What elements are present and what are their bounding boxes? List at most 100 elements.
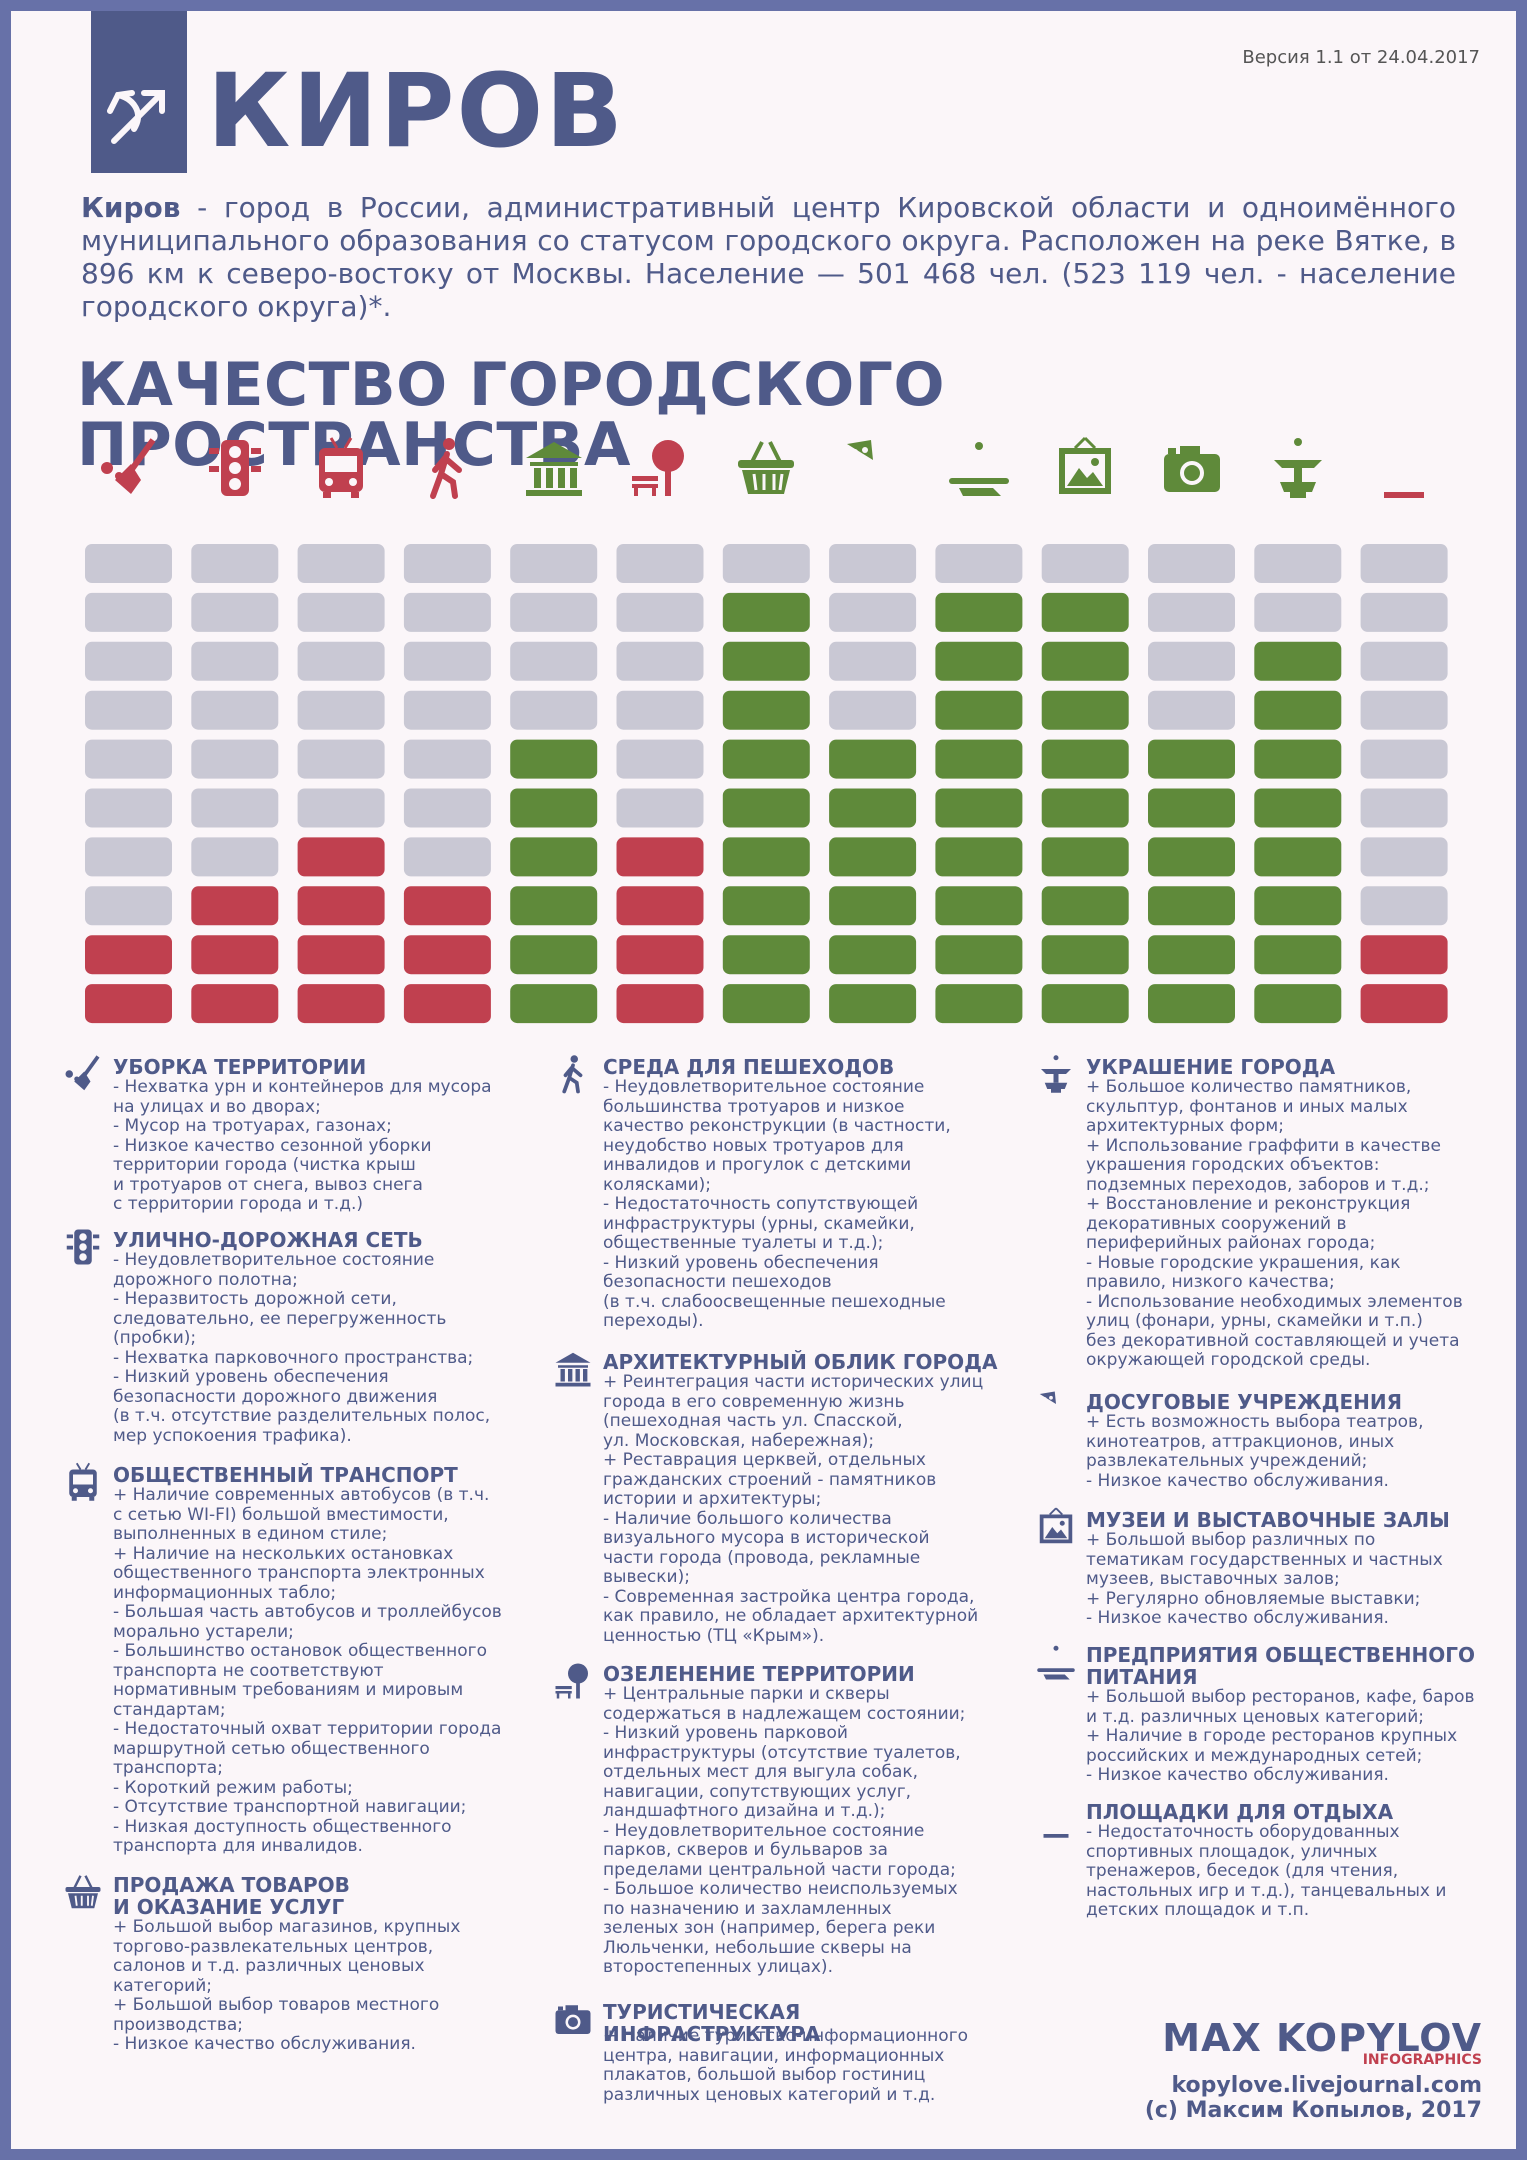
chart-column [85,544,172,1024]
category-architecture: АРХИТЕКТУРНЫЙ ОБЛИК ГОРОДА + Реинтеграция… [553,1351,1023,1646]
chart-bar-segment-empty [85,592,172,632]
category-item: + Центральные парки и скверы содержаться… [603,1684,966,1724]
chart-bar-segment-empty [191,837,279,877]
chart-bar-segment-empty [403,837,491,877]
chart-bar-segment-empty [616,592,704,632]
chart-bar-segment-filled [1041,592,1129,632]
chart-bar-segment-filled [1041,788,1129,828]
category-item: - Большое количество неиспользуемых по н… [603,1879,958,1977]
category-title: ОЗЕЛЕНЕНИЕ ТЕРРИТОРИИ [603,1662,915,1686]
chart-bar-segment-filled [1254,788,1342,828]
chart-bar-segment-empty [1148,592,1235,632]
chart-bar-segment-empty [297,641,385,681]
category-title: АРХИТЕКТУРНЫЙ ОБЛИК ГОРОДА [603,1350,998,1374]
chart-bar-segment-filled [616,886,704,926]
chart-column [829,544,917,1024]
chart-bar-segment-filled [722,592,810,632]
chart-bar-segment-empty [191,788,279,828]
chart-bar-segment-filled [1041,935,1129,975]
traffic-light-icon [203,436,269,526]
category-item-list: + Большой выбор ресторанов, кафе, баров … [1086,1687,1506,1786]
category-item: - Низкое качество обслуживания. [1086,1608,1389,1628]
chart-bar-segment-empty [85,641,172,681]
chart-bar-segment-empty [1360,544,1448,583]
chart-bar-segment-filled [722,788,810,828]
chart-bar-segment-filled [1254,690,1342,730]
fountain-icon [1036,1054,1078,1096]
category-item: - Неудовлетворительное состояние большин… [603,1077,951,1195]
chart-bar-segment-empty [297,544,385,583]
category-item-list: - Недостаточность оборудованных спортивн… [1086,1822,1496,1921]
author-copyright: (c) Максим Копылов, 2017 [1144,2098,1482,2123]
category-recreation-areas: ПЛОЩАДКИ ДЛЯ ОТДЫХА - Недостаточность обо… [1036,1801,1496,1921]
chart-bar-segment-empty [1254,544,1342,583]
chart-bar-segment-filled [510,739,598,779]
chart-bar-segment-filled [297,935,385,975]
category-trade-services: ПРОДАЖА ТОВАРОВ И ОКАЗАНИЕ УСЛУГ + Большо… [63,1874,523,2055]
chart-bar-segment-filled [1254,984,1342,1024]
chart-bar-segment-filled [1041,690,1129,730]
category-title: ПРЕДПРИЯТИЯ ОБЩЕСТВЕННОГО ПИТАНИЯ [1086,1643,1476,1689]
category-item: - Недостаточность сопутствующей инфрастр… [603,1194,919,1253]
chart-bar-segment-empty [935,544,1023,583]
category-item: + Реставрация церквей, отдельных граждан… [603,1450,937,1509]
chart-bar-segment-filled [510,935,598,975]
chart-bar-segment-filled [616,837,704,877]
author-url[interactable]: kopylove.livejournal.com [1171,2073,1482,2098]
category-item: - Использование необходимых элементов ул… [1086,1291,1463,1370]
category-header: ПРЕДПРИЯТИЯ ОБЩЕСТВЕННОГО ПИТАНИЯ [1036,1644,1506,1688]
chart-bar-segment-empty [829,592,917,632]
chart-bar-segment-empty [191,641,279,681]
city-title: КИРОВ [207,52,625,171]
chart-bar-segment-filled [510,837,598,877]
chart-bar-segment-empty [510,690,598,730]
chart-bar-segment-empty [829,690,917,730]
chart-bar-segment-filled [722,739,810,779]
category-header: ТУРИСТИЧЕСКАЯ ИНФРАСТРУКТУРА [553,2001,1013,2045]
category-title: ПРОДАЖА ТОВАРОВ И ОКАЗАНИЕ УСЛУГ [113,1873,350,1919]
chess-knight-icon [1036,1799,1078,1841]
chart-column [1360,544,1448,1024]
chart-column [1041,544,1129,1024]
chart-bar-segment-filled [1148,935,1235,975]
chart-bar-segment-filled [1254,739,1342,779]
category-item-list: + Большой выбор различных по тематикам г… [1086,1530,1496,1629]
chart-bar-segment-filled [829,837,917,877]
chart-bar-segment-filled [1148,788,1235,828]
category-item-list: + Большое количество памятников, скульпт… [1086,1077,1506,1371]
chart-bar-segment-empty [829,641,917,681]
traffic-light-icon [63,1227,105,1269]
chart-bar-segment-filled [935,886,1023,926]
category-item: - Низкое качество сезонной уборки террит… [113,1135,432,1214]
chart-bar-segment-filled [829,739,917,779]
chart-bar-segment-filled [191,984,279,1024]
category-item: - Нехватка парковочного пространства; [113,1347,474,1368]
category-tourism: ТУРИСТИЧЕСКАЯ ИНФРАСТРУКТУРА + Наличие ту… [553,2001,1013,2105]
category-item-list: - Неудовлетворительное состояние большин… [603,1077,1013,1332]
category-item: + Наличие современных автобусов (в т.ч. … [113,1485,490,1544]
quality-chart [85,544,1448,1024]
chart-bar-segment-empty [85,837,172,877]
category-header: МУЗЕИ И ВЫСТАВОЧНЫЕ ЗАЛЫ [1036,1507,1496,1549]
category-title: УБОРКА ТЕРРИТОРИИ [113,1055,367,1079]
category-cleaning: УБОРКА ТЕРРИТОРИИ - Нехватка урн и контей… [63,1055,523,1215]
chart-bar-segment-filled [616,984,704,1024]
category-item: - Недостаточный охват территории города … [113,1719,502,1778]
chart-bar-segment-empty [1148,544,1235,583]
chart-bar-segment-filled [935,690,1023,730]
chart-bar-segment-empty [191,592,279,632]
category-item: - Низкий уровень обеспечения безопасност… [603,1252,946,1331]
chart-bar-segment-filled [297,837,385,877]
city-intro: Киров - город в России, административный… [81,191,1456,323]
chart-bar-segment-empty [616,690,704,730]
chart-bar-segment-empty [403,641,491,681]
chart-bar-segment-empty [1148,641,1235,681]
category-item: + Наличие туристско-информационного цент… [603,2026,969,2105]
category-item: - Нехватка урн и контейнеров для мусора … [113,1077,492,1117]
category-item: - Низкий уровень парковой инфраструктуры… [603,1723,961,1821]
category-header: ПЛОЩАДКИ ДЛЯ ОТДЫХА [1036,1801,1496,1841]
chart-bar-segment-empty [297,690,385,730]
chart-bar-segment-empty [191,544,279,583]
category-item: + Восстановление и реконструкция декорат… [1086,1194,1411,1253]
chart-bar-segment-filled [1148,984,1235,1024]
